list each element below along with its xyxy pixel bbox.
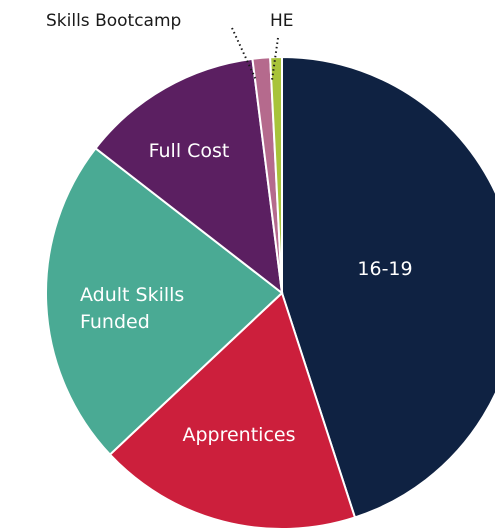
pie-slice-adult-skills-funded [45,146,284,456]
pie-slice-apprentices [108,291,357,530]
pie-label-full-cost: Full Cost [149,140,230,162]
pie-slice-full-cost [94,57,284,296]
callout-label-skills-bootcamp: Skills Bootcamp [46,11,181,31]
pie-slice-16-19 [281,55,495,519]
pie-callouts: Skills Bootcamp HE [46,11,294,81]
pie-label-adult-skills-funded: Adult Skills Funded [80,284,184,333]
pie-label-apprentices: Apprentices [182,424,295,446]
callout-leader-skills-bootcamp [231,27,257,81]
callout-label-he: HE [270,11,294,31]
pie-slice-labels: 16-19 Apprentices Adult Skills Funded Full C… [80,140,413,446]
pie-label-16-19: 16-19 [357,258,412,280]
pie-slices [45,55,495,530]
